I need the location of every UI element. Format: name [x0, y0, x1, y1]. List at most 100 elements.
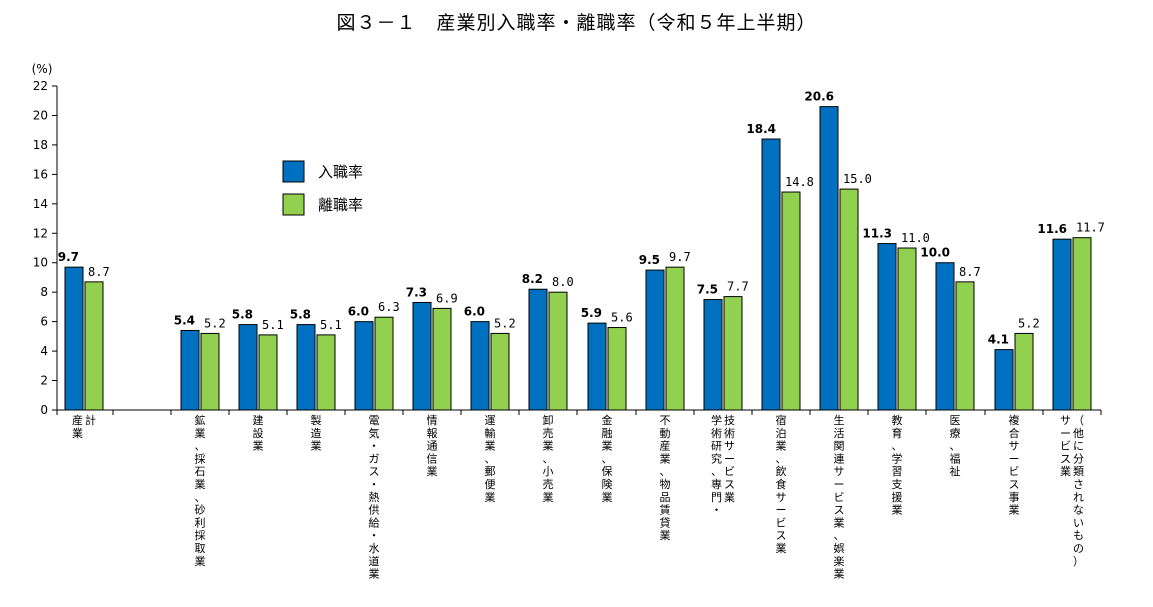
- value-label-separation-rate: 5.2: [494, 316, 516, 330]
- category-label-char: れ: [1073, 491, 1084, 504]
- category-label-char: 、: [195, 491, 206, 504]
- bar-hiring-rate: [819, 106, 839, 411]
- y-tick-label: 6: [40, 315, 48, 329]
- category-label-char: 業: [311, 440, 322, 453]
- category-label-char: サ: [834, 465, 845, 478]
- category-label-char: 活: [834, 427, 845, 440]
- category-label-char: 小: [543, 465, 554, 478]
- category-label-char: 製: [311, 413, 322, 427]
- category-label-char: 学: [892, 451, 903, 465]
- value-label-separation-rate: 15.0: [843, 172, 872, 186]
- category-label-char: 険: [602, 478, 613, 491]
- bar-hiring-rate: [935, 262, 955, 411]
- category-label-char: 楽: [834, 555, 845, 568]
- bar-hiring-rate: [412, 301, 432, 411]
- legend-swatch-hiring-rate: [282, 160, 305, 183]
- y-tick-label: 8: [40, 285, 48, 299]
- category-label-char: 動: [660, 426, 671, 440]
- value-label-hiring-rate: 5.9: [581, 306, 602, 320]
- category-label-char: ・: [369, 529, 380, 542]
- category-label-char: ビ: [834, 491, 845, 504]
- category-label-char: 、: [602, 452, 613, 465]
- bar-hiring-rate: [877, 243, 897, 411]
- category-label-char: 融: [602, 427, 613, 440]
- category-label-char: 技: [724, 414, 735, 427]
- category-label-char: 、: [776, 452, 787, 465]
- bar-separation-rate: [607, 327, 627, 411]
- category-label-char: な: [1073, 504, 1084, 517]
- category-label-char: 給: [369, 515, 380, 529]
- category-labels: 産業計 鉱業、採石業、砂利採取業建設業製造業電気・ガス・熱供給・水道業情報通信業運…: [72, 413, 1084, 581]
- value-label-separation-rate: 6.3: [378, 300, 400, 314]
- category-label-char: 取: [195, 542, 206, 555]
- category-label-char: 業: [660, 529, 671, 542]
- legend-label-separation-rate: 離職率: [318, 196, 363, 214]
- category-label-char: 鉱: [195, 413, 206, 427]
- category-label-char: 業: [195, 427, 206, 440]
- category-label-char: 計: [85, 413, 96, 427]
- category-label-char: に: [1073, 440, 1084, 453]
- category-label-char: 、: [950, 440, 961, 453]
- chart-title: 図３－１ 産業別入職率・離職率（令和５年上半期）: [336, 12, 817, 34]
- category-label-char: 業: [602, 491, 613, 504]
- category-label-char: 祉: [950, 465, 961, 478]
- bar-hiring-rate: [761, 138, 781, 411]
- bar-hiring-rate: [1052, 238, 1072, 411]
- bar-hiring-rate: [180, 329, 200, 411]
- category-label-char: 援: [892, 490, 903, 504]
- category-label-char: 習: [892, 465, 903, 478]
- value-label-hiring-rate: 7.3: [406, 285, 427, 299]
- category-label-char: さ: [1073, 478, 1084, 491]
- value-label-hiring-rate: 6.0: [348, 305, 369, 319]
- bar-separation-rate: [316, 334, 336, 411]
- category-label-char: 育: [892, 426, 903, 440]
- category-label-char: ー: [1060, 427, 1071, 440]
- bar-separation-rate: [374, 316, 394, 411]
- category-label-char: 品: [660, 491, 671, 504]
- category-label-char: 、: [892, 440, 903, 453]
- category-label-char: 金: [602, 413, 613, 427]
- category-label-char: 、: [711, 465, 722, 478]
- category-label-char: 泊: [776, 427, 787, 440]
- category-label-char: 業: [776, 440, 787, 453]
- category-label-char: 業: [369, 568, 380, 581]
- category-label-char: 業: [724, 491, 735, 504]
- category-label-char: い: [1073, 516, 1084, 529]
- category-label-char: 輸: [485, 426, 496, 440]
- value-label-hiring-rate: 18.4: [746, 122, 776, 136]
- bar-hiring-rate: [238, 324, 258, 411]
- category-label-char: 業: [427, 465, 438, 478]
- category-label-char: 関: [834, 440, 845, 453]
- value-label-hiring-rate: 11.6: [1037, 222, 1067, 236]
- value-label-hiring-rate: 5.4: [174, 313, 195, 327]
- value-label-separation-rate: 5.2: [204, 316, 226, 330]
- bar-separation-rate: [665, 266, 685, 411]
- category-label: 製造業: [311, 413, 322, 453]
- bar-hiring-rate: [703, 299, 723, 411]
- category-label-char: 保: [602, 464, 613, 478]
- category-label-char: サ: [724, 440, 735, 453]
- category-label-char: ー: [776, 504, 787, 517]
- category-label-char: 賃: [660, 503, 671, 517]
- category-label-char: ビ: [1060, 440, 1071, 453]
- category-label-char: 業: [776, 542, 787, 555]
- value-label-separation-rate: 5.6: [611, 311, 633, 325]
- bar-separation-rate: [548, 291, 568, 411]
- bar-separation-rate: [781, 191, 801, 411]
- category-label-char: ・: [369, 478, 380, 491]
- value-label-separation-rate: 11.0: [901, 231, 930, 245]
- bar-separation-rate: [839, 188, 859, 411]
- category-label-char: 飲: [776, 464, 787, 478]
- category-label: 産業: [72, 414, 83, 440]
- value-label-separation-rate: 5.1: [262, 318, 284, 332]
- value-label-hiring-rate: 5.8: [290, 308, 311, 322]
- category-label: 電気・ガス・熱供給・水道業: [369, 414, 380, 581]
